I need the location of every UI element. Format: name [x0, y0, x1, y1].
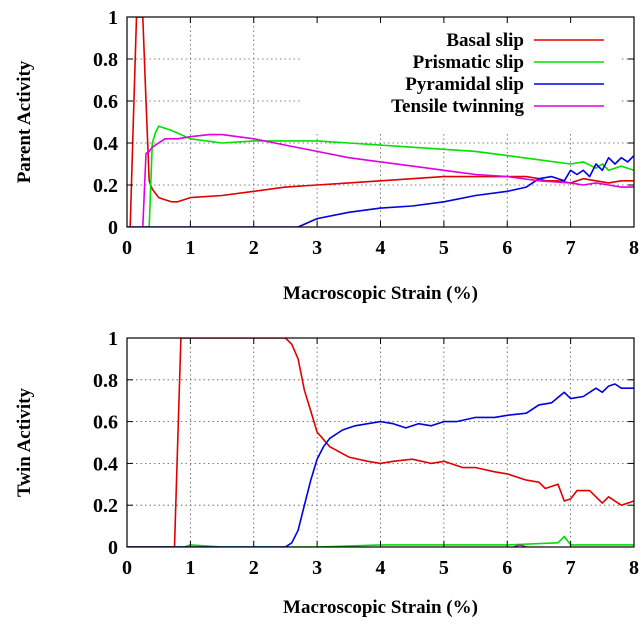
series-line-pyramidal-slip — [127, 383, 634, 547]
x-tick-label: 5 — [439, 557, 449, 579]
x-tick-label: 6 — [502, 237, 512, 259]
y-tick-label: 1 — [108, 328, 118, 350]
series-line-prismatic-slip — [127, 535, 634, 547]
legend-label-basal-slip: Basal slip — [446, 30, 524, 51]
series-line-prismatic-slip — [142, 125, 634, 227]
x-tick-label: 7 — [566, 557, 576, 579]
series-line-tensile-twinning — [513, 544, 527, 547]
x-tick-label: 2 — [249, 237, 259, 259]
y-tick-label: 0.6 — [93, 91, 118, 113]
x-axis-label: Macroscopic Strain (%) — [283, 597, 478, 618]
x-tick-label: 0 — [122, 237, 132, 259]
legend-label-pyramidal-slip: Pyramidal slip — [405, 74, 524, 95]
series-line-basal-slip — [127, 338, 634, 547]
y-tick-label: 0.6 — [93, 412, 118, 434]
legend-label-prismatic-slip: Prismatic slip — [413, 52, 524, 73]
x-tick-label: 3 — [312, 237, 322, 259]
x-tick-label: 8 — [629, 237, 639, 259]
series-line-pyramidal-slip — [127, 155, 634, 227]
x-tick-label: 3 — [312, 557, 322, 579]
y-axis-label: Twin Activity — [14, 388, 35, 497]
y-tick-label: 0 — [108, 537, 118, 559]
x-tick-label: 1 — [185, 237, 195, 259]
legend-background — [300, 24, 620, 132]
y-tick-label: 0.4 — [93, 133, 118, 155]
x-tick-label: 6 — [502, 557, 512, 579]
y-tick-label: 0 — [108, 217, 118, 239]
y-tick-label: 0.8 — [93, 49, 118, 71]
x-axis-label: Macroscopic Strain (%) — [283, 283, 478, 304]
x-tick-label: 5 — [439, 237, 449, 259]
x-tick-label: 8 — [629, 557, 639, 579]
legend-label-tensile-twinning: Tensile twinning — [391, 96, 524, 117]
series-line-tensile-twinning — [142, 133, 634, 227]
x-tick-label: 0 — [122, 557, 132, 579]
y-tick-label: 0.2 — [93, 175, 118, 197]
x-tick-label: 2 — [249, 557, 259, 579]
x-tick-label: 7 — [566, 237, 576, 259]
parent-activity-panel: Macroscopic Strain (%) Parent Activity B… — [14, 7, 639, 304]
y-tick-label: 0.2 — [93, 495, 118, 517]
y-tick-label: 0.4 — [93, 453, 118, 475]
x-tick-label: 1 — [185, 557, 195, 579]
y-tick-label: 1 — [108, 7, 118, 29]
x-tick-label: 4 — [376, 237, 386, 259]
x-tick-label: 4 — [376, 557, 386, 579]
y-tick-label: 0.8 — [93, 370, 118, 392]
y-axis-label: Parent Activity — [14, 60, 35, 183]
twin-activity-panel: Macroscopic Strain (%) Twin Activity 0 1 2… — [14, 328, 639, 618]
